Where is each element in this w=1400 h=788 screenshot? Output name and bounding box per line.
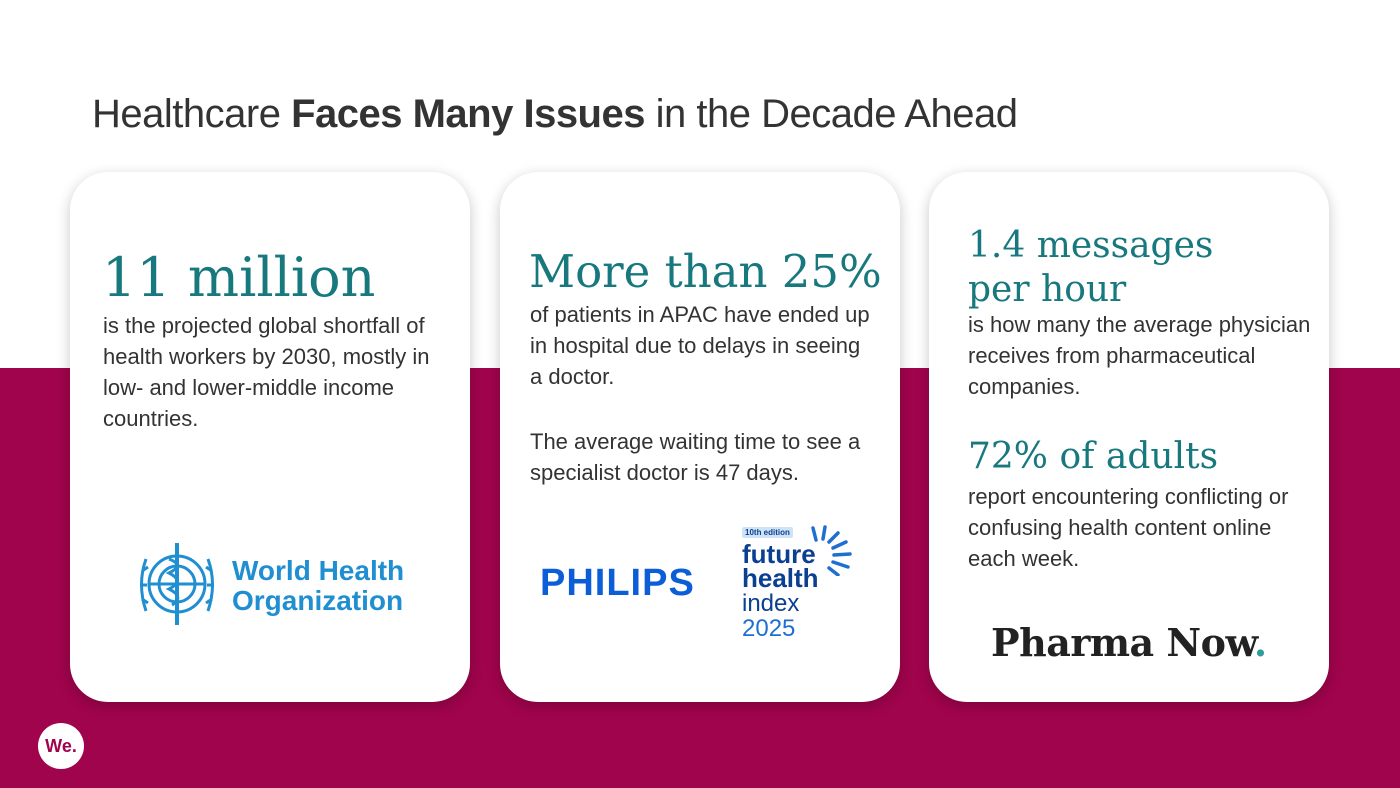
stat-description: is the projected global shortfall of hea… [103, 313, 430, 431]
future-health-index-logo: 10th edition future health index 2025 [742, 524, 862, 654]
stat-card-workforce: 11 million is the projected global short… [70, 172, 470, 702]
sunburst-icon [811, 525, 852, 576]
page-title: Healthcare Faces Many Issues in the Deca… [92, 92, 1018, 137]
title-prefix: Healthcare [92, 92, 292, 136]
title-emphasis: Faces Many Issues [291, 92, 645, 136]
fhi-line-health: health [742, 563, 819, 593]
stat-description: is how many the average physician receiv… [968, 312, 1311, 399]
pharma-now-wordmark: Pharma Now [991, 620, 1254, 665]
who-logo-line2: Organization [232, 585, 403, 616]
stat-headline: 1.4 messages per hour [968, 225, 1214, 310]
stat-headline: More than 25% [529, 245, 882, 298]
who-emblem-icon [140, 543, 214, 625]
stat-card-hospital-delays: More than 25% of patients in APAC have e… [500, 172, 900, 702]
pharma-now-dot: . [1253, 620, 1267, 665]
philips-logo: PHILIPS [540, 562, 695, 604]
who-logo: World Health Organization [140, 543, 404, 625]
stat-description: of patients in APAC have ended up in hos… [530, 302, 870, 389]
fhi-edition-badge: 10th edition [742, 527, 793, 538]
we-logo: We. [38, 723, 84, 769]
stat-headline: 11 million [102, 246, 376, 309]
who-logo-line1: World Health [232, 555, 404, 586]
fhi-line-future: future [742, 539, 816, 569]
fhi-line-index: index [742, 590, 800, 617]
stat-headline-secondary: 72% of adults [968, 436, 1219, 477]
stat-description-secondary: The average waiting time to see a specia… [530, 429, 861, 485]
fhi-line-year: 2025 [742, 615, 796, 642]
stat-description-secondary: report encountering conflicting or confu… [968, 484, 1289, 571]
stat-card-information-overload: 1.4 messages per hour is how many the av… [929, 172, 1329, 702]
pharma-now-logo: Pharma Now. [991, 620, 1267, 665]
title-suffix: in the Decade Ahead [644, 92, 1018, 136]
